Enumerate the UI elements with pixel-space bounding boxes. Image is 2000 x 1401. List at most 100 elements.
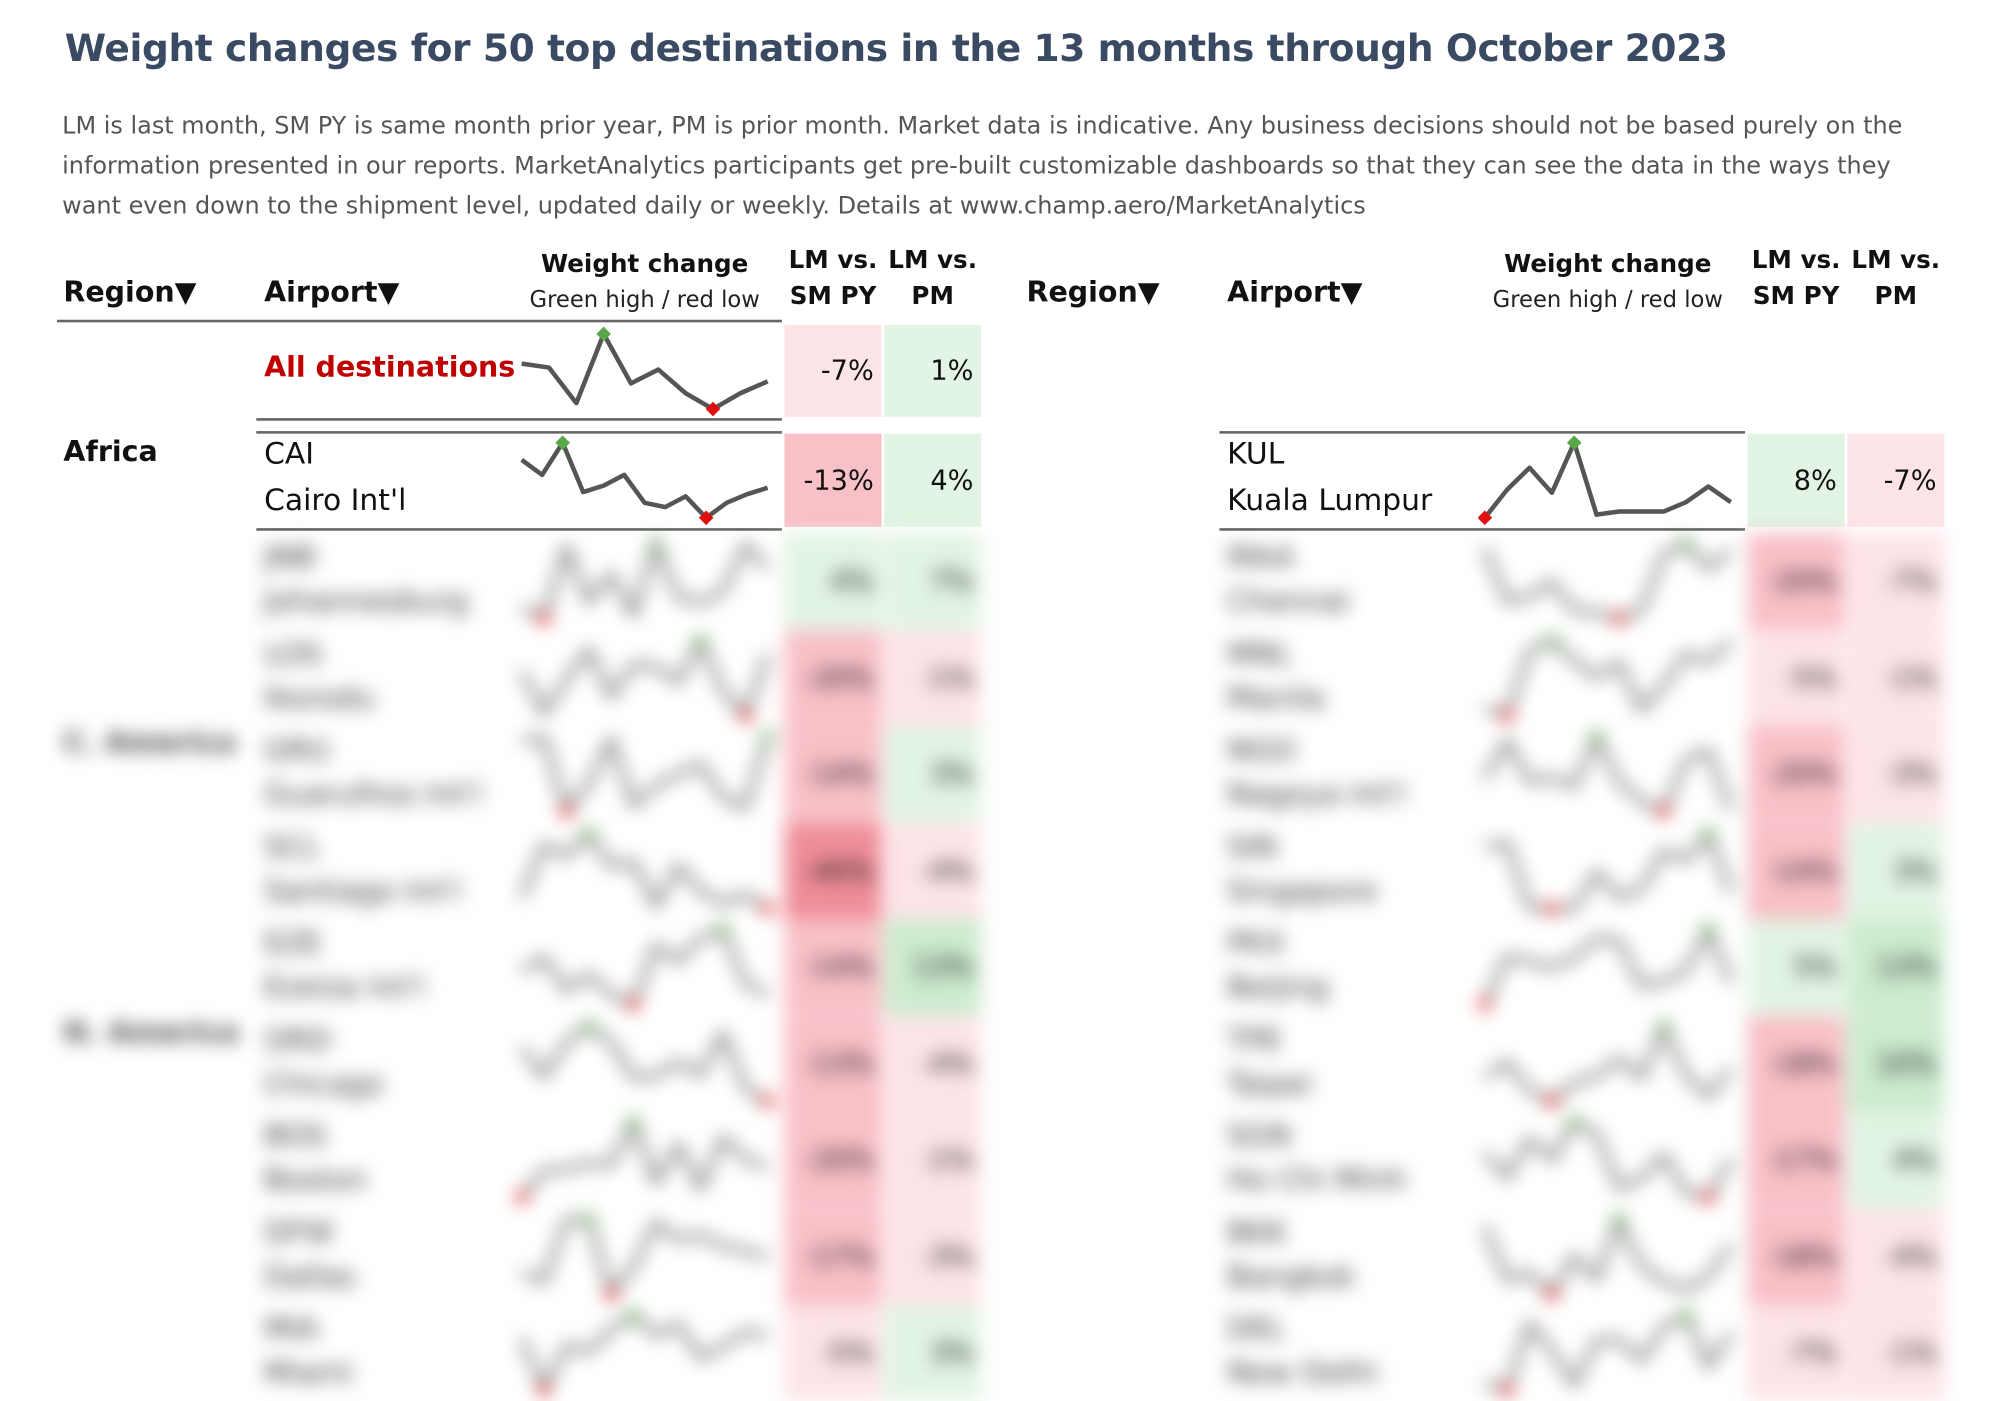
table-row-code: BKK (1227, 1216, 1287, 1250)
table-row-pm-cell: 13% (884, 919, 982, 1015)
table-row-pm-cell: 7% (884, 533, 982, 630)
sparkline-high-marker (1611, 1211, 1627, 1227)
table-row-code: DFW (264, 1216, 334, 1250)
table-row-pm-cell: -3% (884, 1208, 982, 1305)
table-row-sparkline (1478, 922, 1733, 1012)
airport-filter-left[interactable]: Airport▼ (264, 277, 400, 310)
sparkline-path (1483, 1023, 1733, 1104)
kul-name: Kuala Lumpur (1227, 484, 1433, 518)
sparkline-low-marker (1478, 510, 1493, 526)
table-row-name: Manila (1227, 681, 1325, 716)
table-row-pm-cell: -1% (884, 1111, 982, 1208)
table-row-smpy-cell: -17% (1747, 1111, 1845, 1208)
sparkline-high-marker (1566, 435, 1582, 451)
sparkline-path (1483, 1120, 1733, 1200)
table-row-smpy-cell: 5% (1747, 919, 1845, 1015)
sparkline-path (519, 637, 770, 718)
table-row-name: Ezeiza Int'l (264, 970, 425, 1005)
table-row-name: New Delhi (1227, 1356, 1379, 1391)
table-row-sparkline (1482, 536, 1733, 627)
region-filter-right[interactable]: Region▼ (1026, 277, 1160, 310)
table-row-sparkline (1484, 1307, 1733, 1398)
sparkline-path (519, 1023, 769, 1103)
lm-vs-pm-header-left-2: PM (911, 282, 954, 311)
table-row-code: DEL (1227, 1312, 1286, 1347)
kul-top-rule (1219, 431, 1745, 434)
table-row-sparkline (1482, 729, 1733, 819)
table-row-sparkline (1484, 825, 1733, 916)
sparkline-high-marker (1656, 1018, 1671, 1034)
airport-filter-right[interactable]: Airport▼ (1227, 277, 1363, 310)
table-row-code: MAA (1227, 541, 1295, 575)
sparkline-path (521, 735, 770, 814)
table-row-code: PKX (1227, 926, 1286, 961)
sparkline-path (520, 1216, 769, 1297)
cai-code: CAI (264, 437, 315, 472)
sparkline-path (1482, 927, 1733, 1006)
table-row-sparkline (521, 729, 775, 819)
table-row-pm-cell: -1% (1847, 629, 1945, 726)
table-row-smpy-cell: -14% (784, 919, 882, 1015)
table-row-smpy-cell: -14% (1747, 822, 1845, 919)
table-row-name: Chicago (264, 1067, 384, 1101)
table-row-sparkline (1483, 1018, 1733, 1109)
table-row-sparkline (520, 536, 770, 627)
sparkline-path (1482, 734, 1733, 814)
kul-sparkline (1478, 435, 1733, 526)
sparkline-high-marker (581, 1211, 597, 1227)
table-row-code: MNL (1227, 637, 1292, 672)
table-row-smpy-cell: -18% (1747, 1208, 1845, 1305)
table-row-smpy-cell: -20% (1747, 726, 1845, 823)
sparkline-low-marker (626, 997, 641, 1012)
table-row-code: JNB (264, 541, 316, 575)
lm-vs-smpy-header-left-1: LM vs. (788, 245, 878, 275)
table-row-code: LOS (264, 637, 322, 672)
lm-vs-smpy-header-right-1: LM vs. (1751, 245, 1841, 275)
all-destinations-label: All destinations (264, 352, 516, 385)
table-row-pm-cell: -4% (884, 1015, 982, 1112)
table-row-sparkline (519, 1018, 775, 1109)
table-row-sparkline (519, 1307, 769, 1398)
sparkline-low-marker (1499, 1382, 1515, 1398)
sparkline-path (1484, 637, 1733, 718)
table-row-pm-cell: 3% (884, 726, 982, 823)
weight-change-header-left: Weight change (540, 249, 749, 279)
sparkline-high-marker (648, 536, 664, 552)
table-row-smpy-cell: -5% (784, 1304, 882, 1401)
all-destinations-smpy-cell: -7% (784, 324, 882, 417)
table-row-name: Miami (264, 1356, 354, 1391)
table-row-pm-cell: 3% (1847, 822, 1945, 919)
table-row-code: GRU (264, 733, 330, 768)
page-subtitle: LM is last month, SM PY is same month pr… (62, 112, 1903, 221)
sparkline-low-marker (1499, 707, 1515, 723)
table-row-code: TPE (1227, 1023, 1283, 1057)
sparkline-path (520, 440, 769, 521)
cai-sparkline (520, 435, 769, 526)
sparkline-path (1482, 541, 1733, 622)
table-row-name: Guarulhos Int'l (264, 777, 482, 812)
table-row-code: BOS (264, 1119, 327, 1154)
sparkline-low-marker (1611, 611, 1627, 627)
weight-change-header-right: Weight change (1504, 249, 1712, 279)
table-row-smpy-cell: -17% (784, 1208, 882, 1305)
table-row-code: SCL (264, 830, 321, 865)
header-rule-left (56, 319, 782, 323)
sparkline-low-marker (1656, 804, 1671, 819)
table-row-pm-cell: -3% (1847, 726, 1945, 823)
table-row-smpy-cell: -7% (1747, 1304, 1845, 1401)
table-row-pm-cell: -1% (884, 629, 982, 726)
region-filter-left[interactable]: Region▼ (63, 277, 197, 310)
table-row-sparkline (520, 922, 769, 1012)
table-row-pm-cell: -4% (1847, 1208, 1945, 1305)
sparkline-path (519, 830, 769, 911)
cai-name: Cairo Int'l (264, 484, 407, 518)
weight-change-subheader-left: Green high / red low (529, 287, 760, 314)
sparkline-path (519, 1312, 769, 1393)
sparkline-path (1484, 830, 1733, 911)
all-destinations-pm-cell: 1% (884, 324, 982, 417)
table-row-pm-cell: 4% (1847, 1111, 1945, 1208)
table-row-name: Nagoya Int'l (1227, 777, 1406, 812)
table-row-sparkline (519, 825, 775, 916)
kul-pm-cell: -7% (1847, 433, 1945, 527)
table-row-name: Boston (264, 1163, 368, 1198)
